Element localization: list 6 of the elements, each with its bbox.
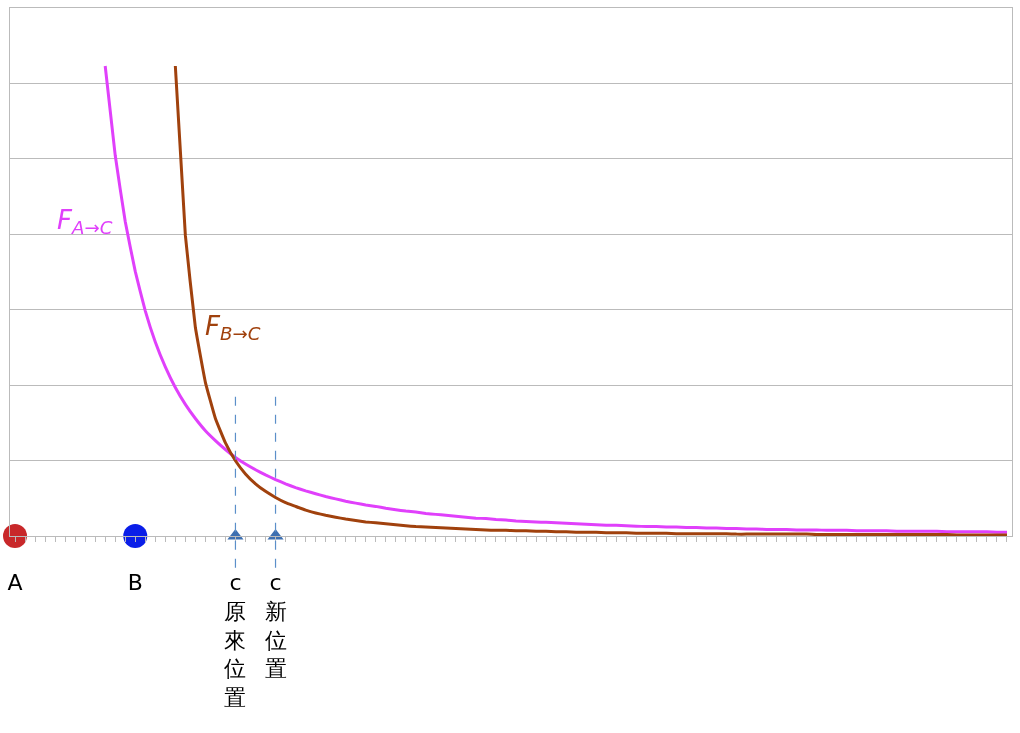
series-label: F$_{B→C}$ — [205, 311, 261, 345]
x-tick-label: c 新位置 — [264, 570, 287, 682]
x-tick-label: c 原來位置 — [224, 570, 247, 710]
series-label: F$_{A→C}$ — [57, 205, 113, 239]
x-tick-label: A — [7, 570, 23, 596]
x-tick-label: B — [127, 570, 143, 596]
